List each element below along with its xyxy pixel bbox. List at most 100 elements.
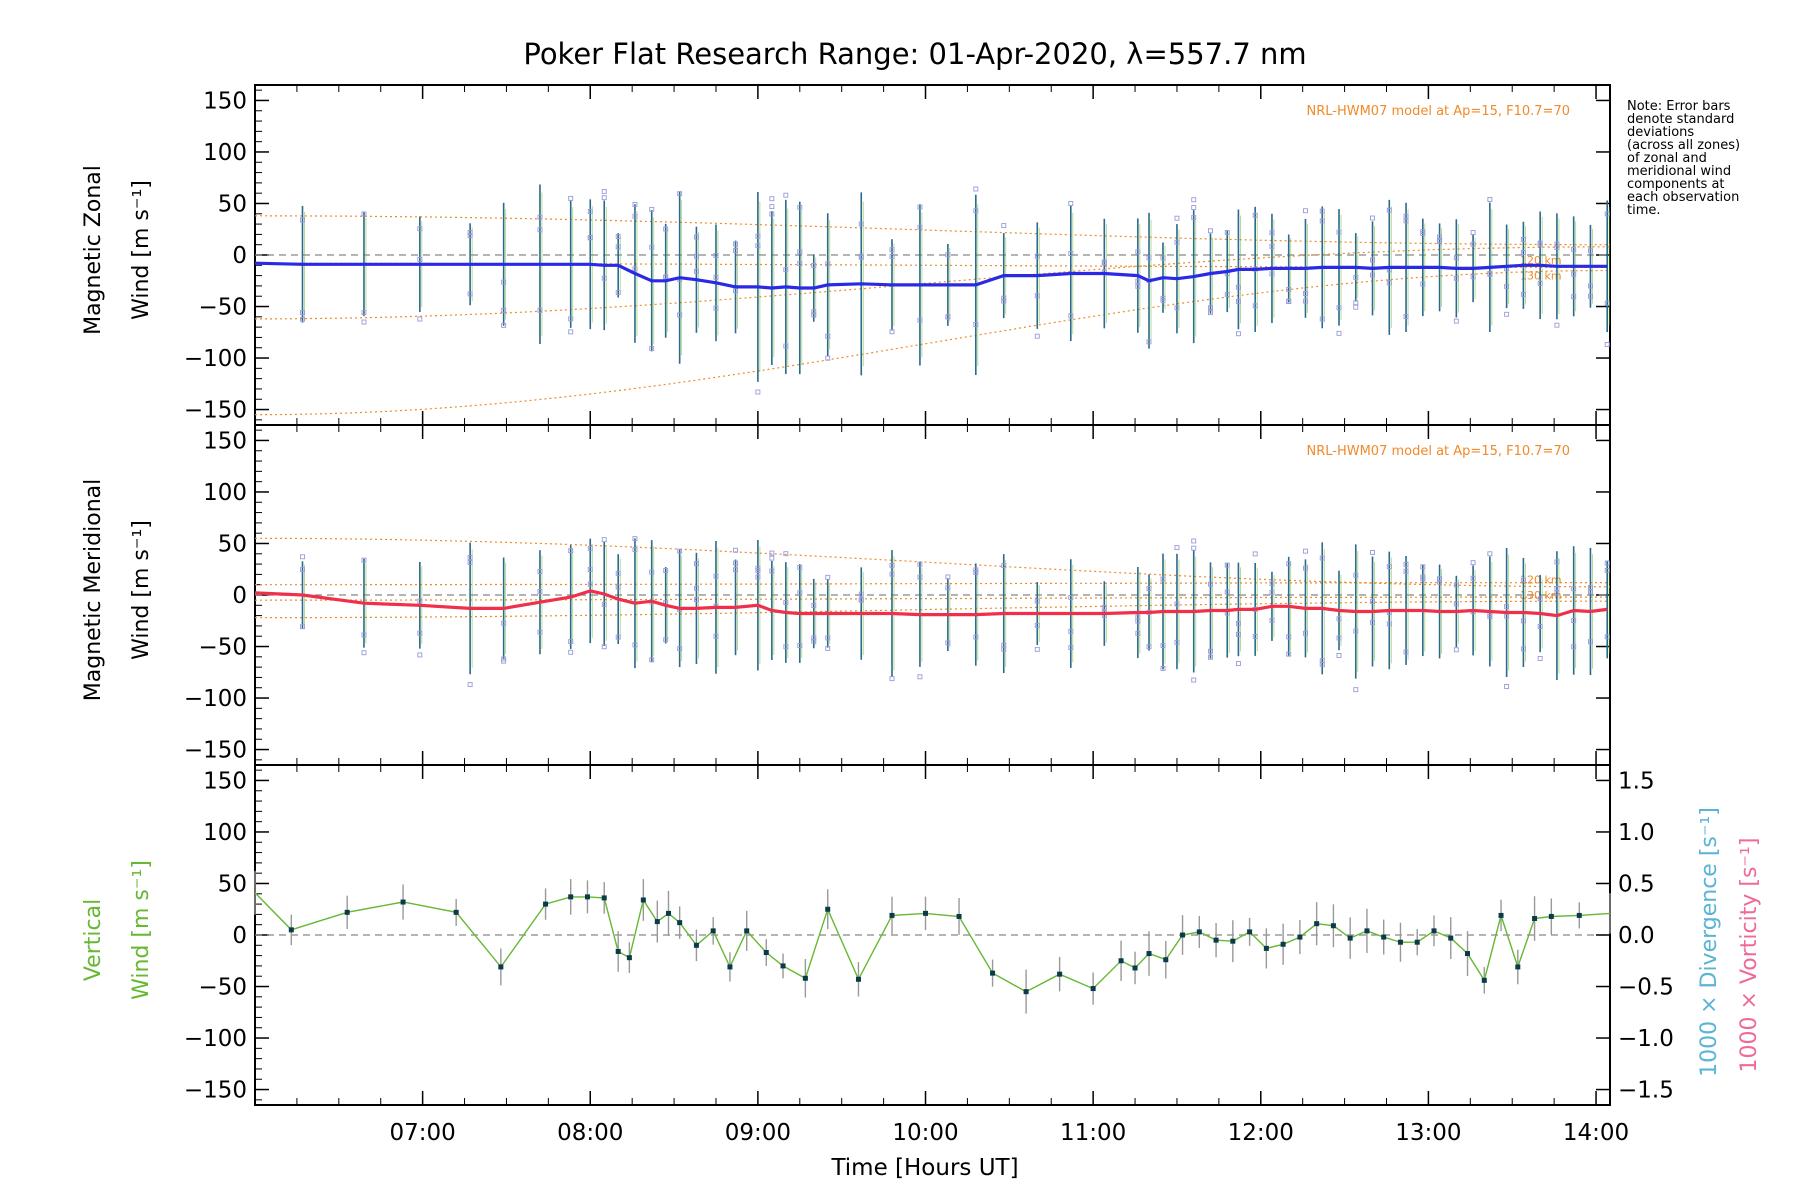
zonal-scatter-point <box>769 196 775 202</box>
vertical-data-point <box>1297 934 1303 940</box>
zonal-scatter-point <box>811 312 817 318</box>
zonal-scatter-point <box>973 186 979 192</box>
zonal-scatter-point <box>1604 342 1610 347</box>
zonal-scatter-point <box>1001 295 1007 301</box>
x-tick-label: 09:00 <box>725 1120 791 1146</box>
zonal-scatter-point <box>1135 278 1141 284</box>
meridional-scatter-point <box>1386 621 1392 627</box>
meridional-scatter-point <box>601 644 607 650</box>
svg-text:Vertical: Vertical <box>81 899 106 981</box>
zonal-scatter-point <box>1470 230 1476 235</box>
right-ytick-label: −0.5 <box>1618 975 1674 1001</box>
zonal-ytick-label: 50 <box>218 191 247 217</box>
zonal-scatter-point <box>1554 241 1560 247</box>
zonal-scatter-point <box>889 254 895 259</box>
zonal-scatter-point <box>1235 331 1241 337</box>
vertical-data-point <box>1431 928 1437 934</box>
meridional-scatter-point <box>811 602 817 608</box>
zonal-scatter-point <box>300 316 305 322</box>
vertical-ytick-label: 100 <box>203 820 247 846</box>
zonal-scatter-point <box>1520 291 1526 297</box>
meridional-scatter-point <box>1587 639 1593 645</box>
meridional-scatter-point <box>1554 586 1560 591</box>
meridional-scatter-point <box>1160 643 1166 648</box>
meridional-ylabel: Magnetic Meridional Wind [m s⁻¹] <box>81 479 154 701</box>
zonal-scatter-point <box>1224 229 1230 235</box>
meridional-scatter-point <box>733 547 738 553</box>
meridional-scatter-point <box>1224 562 1230 568</box>
zonal-scatter-point <box>417 257 423 262</box>
meridional-scatter-point <box>1604 560 1610 566</box>
zonal-scatter-point <box>797 204 803 210</box>
zonal-scatter-point <box>1487 197 1493 202</box>
meridional-scatter-point <box>601 537 607 543</box>
zonal-scatter-point <box>601 188 607 194</box>
meridional-scatter-point <box>615 570 621 576</box>
meridional-scatter-point <box>1604 567 1610 573</box>
vertical-data-point <box>568 894 574 900</box>
meridional-scatter-point <box>1504 613 1510 619</box>
meridional-scatter-point <box>1386 564 1392 569</box>
x-axis-label: Time [Hours UT] <box>830 1155 1018 1181</box>
meridional-ytick-label: 150 <box>203 428 247 454</box>
meridional-scatter-point <box>1208 648 1213 654</box>
meridional-scatter-point <box>1370 599 1375 605</box>
meridional-scatter-point <box>1146 644 1152 650</box>
zonal-scatter-point <box>858 253 864 259</box>
zonal-scatter-point <box>1191 197 1197 203</box>
zonal-scatter-point <box>663 226 669 232</box>
zonal-scatter-point <box>783 343 789 349</box>
meridional-scatter-point <box>1034 598 1040 604</box>
meridional-scatter-point <box>1403 649 1409 655</box>
zonal-scatter-point <box>417 226 423 232</box>
meridional-scatter-point <box>1174 601 1180 607</box>
meridional-scatter-point <box>1520 577 1526 583</box>
meridional-scatter-point <box>663 568 669 574</box>
zonal-scatter-point <box>1235 284 1241 290</box>
zonal-scatter-point <box>677 191 683 197</box>
zonal-scatter-point <box>1319 316 1325 322</box>
svg-text:Magnetic Meridional: Magnetic Meridional <box>81 479 106 701</box>
right-ytick-label: 0.0 <box>1618 923 1655 949</box>
zonal-scatter-point <box>1235 298 1241 304</box>
zonal-scatter-point <box>300 217 305 223</box>
zonal-scatter-point <box>615 234 621 240</box>
meridional-scatter-point <box>1336 653 1342 658</box>
vertical-data-point <box>1347 935 1353 941</box>
zonal-scatter-point <box>825 355 831 361</box>
meridional-scatter-point <box>1101 604 1107 610</box>
right-ytick-label: −1.5 <box>1618 1078 1674 1104</box>
zonal-scatter-point <box>1319 218 1325 224</box>
zonal-scatter-point <box>1269 243 1275 249</box>
meridional-scatter-point <box>1403 568 1409 574</box>
meridional-scatter-point <box>537 589 543 594</box>
vertical-data-point <box>693 942 699 948</box>
meridional-ytick-label: 100 <box>203 480 247 506</box>
vertical-data-point <box>615 948 621 954</box>
vertical-data-point <box>640 897 646 903</box>
zonal-scatter-point <box>1146 255 1152 261</box>
zonal-scatter-point <box>1420 281 1426 287</box>
zonal-scatter-point <box>889 247 895 253</box>
zonal-scatter-point <box>568 195 574 201</box>
zonal-scatter-point <box>1191 205 1197 211</box>
meridional-scatter-point <box>361 557 367 563</box>
zonal-scatter-point <box>1437 234 1443 240</box>
vertical-data-point <box>1314 921 1320 927</box>
zonal-scatter-point <box>1303 208 1308 214</box>
meridional-scatter-point <box>1235 620 1241 626</box>
meridional-scatter-point <box>467 555 473 560</box>
meridional-scatter-point <box>1504 684 1510 689</box>
vertical-data-point <box>780 963 786 969</box>
vertical-data-point <box>889 912 895 918</box>
meridional-scatter-point <box>1252 633 1258 639</box>
vertical-data-point <box>1163 957 1169 963</box>
meridional-ytick-label: 0 <box>232 583 247 609</box>
zonal-scatter-point <box>1470 274 1476 280</box>
meridional-scatter-point <box>755 574 761 580</box>
zonal-scatter-point <box>1403 314 1409 319</box>
meridional-scatter-point <box>1604 634 1610 640</box>
meridional-scatter-point <box>1303 630 1308 636</box>
meridional-scatter-point <box>1235 661 1241 667</box>
zonal-scatter-point <box>537 214 543 220</box>
